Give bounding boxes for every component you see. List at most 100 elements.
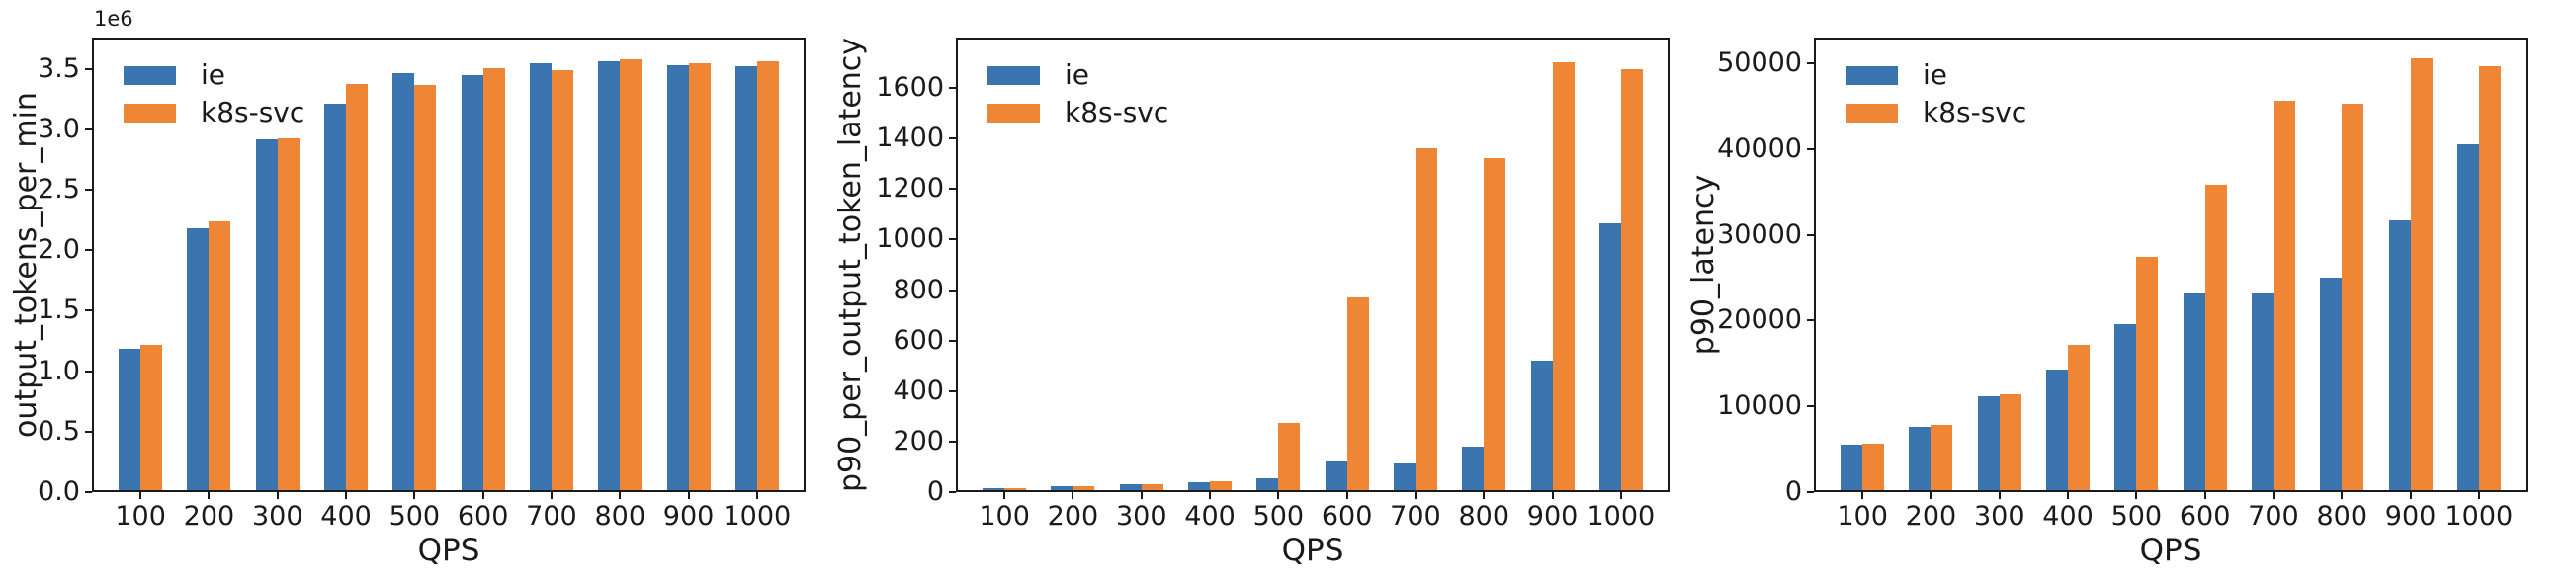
y-tick-label: 10000 [1717,390,1802,422]
bar-ie-qps-100 [983,488,1005,490]
x-tick-mark [1998,492,2001,499]
y-tick-label: 1400 [876,123,944,154]
y-tick-label: 3.5 [38,52,80,84]
bar-k8s-svc-qps-800 [620,59,643,490]
x-tick-label: 1000 [723,501,792,532]
y-tick-mark [949,188,956,191]
bar-ie-qps-100 [119,349,141,490]
y-tick-label: 200 [893,425,944,457]
x-tick-label: 300 [1973,501,2025,532]
x-tick-mark [139,492,142,499]
y-tick-label: 40000 [1717,132,1802,164]
bar-k8s-svc-qps-300 [277,138,300,490]
y-tick-mark [949,339,956,342]
x-tick-label: 400 [2042,501,2094,532]
y-tick-label: 1200 [876,173,944,205]
y-tick-mark [949,238,956,241]
y-tick-label: 400 [893,375,944,406]
bar-ie-qps-900 [666,65,689,490]
bar-k8s-svc-qps-400 [2068,345,2091,490]
x-tick-mark [687,492,690,499]
y-tick-mark [85,491,92,493]
y-tick-label: 0.5 [38,415,80,447]
y-tick-mark [1807,405,1814,408]
x-tick-label: 1000 [1587,501,1656,532]
y-tick-mark [949,440,956,443]
x-tick-label: 1000 [2445,501,2514,532]
bar-k8s-svc-qps-800 [1484,158,1506,490]
bar-k8s-svc-qps-700 [2273,101,2295,490]
bar-ie-qps-500 [2114,324,2137,490]
y-tick-mark [85,249,92,252]
bar-ie-qps-700 [529,63,552,490]
x-tick-mark [1003,492,1006,499]
x-tick-label: 100 [979,501,1030,532]
legend-swatch-k8s-svc [124,104,176,123]
bar-ie-qps-1000 [2456,144,2479,490]
y-tick-mark [949,87,956,90]
y-tick-mark [1807,491,1814,493]
legend-label-k8s-svc: k8s-svc [1923,96,2027,128]
x-tick-label: 200 [1905,501,1957,532]
x-tick-mark [2409,492,2412,499]
x-tick-label: 900 [662,501,715,532]
legend-swatch-k8s-svc [1846,104,1898,123]
x-tick-mark [413,492,416,499]
bar-k8s-svc-qps-200 [1931,425,1953,490]
bar-ie-qps-100 [1841,445,1863,490]
x-tick-mark [1619,492,1622,499]
bar-ie-qps-800 [2320,278,2343,490]
x-tick-label: 700 [2248,501,2299,532]
legend-label-ie: ie [1065,58,1090,91]
x-tick-mark [1861,492,1864,499]
y-tick-mark [85,127,92,130]
x-tick-mark [1140,492,1143,499]
bar-k8s-svc-qps-300 [1141,484,1163,490]
x-axis-label: QPS [2139,533,2202,568]
x-tick-mark [2067,492,2070,499]
bar-ie-qps-400 [324,104,347,490]
legend-label-k8s-svc: k8s-svc [201,96,305,128]
legend-swatch-ie [124,66,176,85]
bar-k8s-svc-qps-300 [1999,394,2021,490]
bar-ie-qps-900 [2388,220,2411,490]
bar-ie-qps-400 [2046,370,2069,490]
x-tick-mark [481,492,484,499]
y-tick-mark [949,389,956,392]
bar-k8s-svc-qps-700 [551,70,573,490]
y-tick-mark [85,430,92,433]
x-tick-mark [550,492,553,499]
x-tick-label: 300 [1115,501,1167,532]
x-tick-mark [755,492,758,499]
x-axis-label: QPS [1281,533,1344,568]
bar-ie-qps-1000 [734,66,757,490]
bar-ie-qps-700 [1393,463,1416,490]
x-tick-label: 200 [183,501,235,532]
x-tick-mark [1551,492,1554,499]
bar-ie-qps-300 [1119,484,1142,490]
bar-k8s-svc-qps-800 [2342,104,2364,490]
bar-ie-qps-200 [1051,486,1073,490]
y-tick-mark [85,309,92,312]
bar-k8s-svc-qps-700 [1415,148,1437,490]
x-tick-label: 400 [1184,501,1236,532]
x-tick-mark [1483,492,1486,499]
x-tick-label: 500 [1252,501,1305,532]
x-tick-label: 200 [1047,501,1099,532]
x-tick-mark [1345,492,1348,499]
legend-swatch-k8s-svc [987,104,1040,123]
bar-ie-qps-300 [255,139,278,490]
bar-k8s-svc-qps-1000 [756,61,779,490]
x-tick-mark [2135,492,2138,499]
bar-k8s-svc-qps-400 [346,84,369,490]
x-tick-label: 500 [2110,501,2163,532]
x-tick-label: 600 [1321,501,1373,532]
y-tick-label: 1.5 [38,294,80,326]
x-tick-mark [1072,492,1074,499]
x-tick-mark [1414,492,1417,499]
x-tick-label: 800 [2316,501,2368,532]
bar-ie-qps-300 [1977,396,2000,490]
x-tick-mark [1277,492,1280,499]
